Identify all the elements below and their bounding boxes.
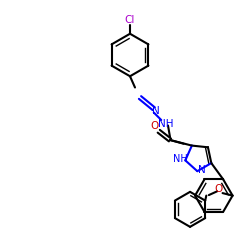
- Text: N: N: [198, 165, 206, 175]
- Text: NH: NH: [174, 154, 188, 164]
- Text: O: O: [150, 121, 158, 131]
- Text: NH: NH: [158, 119, 173, 129]
- Text: N: N: [152, 106, 160, 116]
- Text: Cl: Cl: [125, 15, 135, 25]
- Text: O: O: [215, 184, 223, 194]
